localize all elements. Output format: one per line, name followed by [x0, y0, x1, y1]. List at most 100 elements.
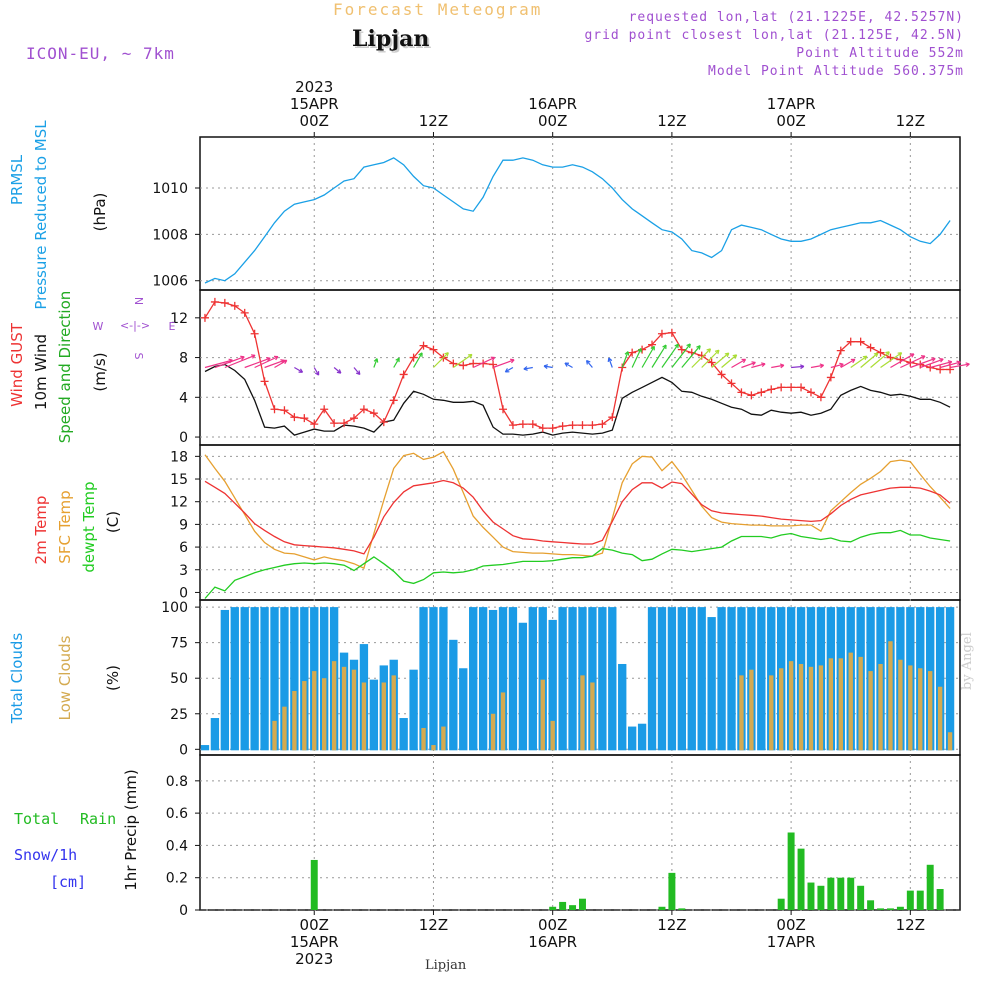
total-cloud-bar — [528, 607, 537, 751]
gust-marker — [518, 420, 527, 429]
rain-bar — [877, 908, 884, 910]
time-label-bottom: 12Z — [657, 916, 686, 934]
time-label-bottom: 17APR — [767, 933, 816, 951]
total-cloud-bar — [270, 607, 279, 751]
gust-marker — [926, 363, 935, 372]
wind-direction-arrow — [621, 351, 629, 368]
y-tick-label: 0 — [179, 430, 188, 446]
legend-total: Total — [14, 810, 59, 828]
wind-arrow-head — [931, 357, 936, 362]
gust-marker — [628, 348, 637, 357]
gust-marker — [399, 370, 408, 379]
y-tick-label: 1008 — [152, 227, 188, 243]
gust-marker — [449, 359, 458, 368]
wind-direction-arrow — [880, 352, 902, 368]
requested-coords: requested lon,lat (21.1225E, 42.5257N) — [628, 10, 964, 25]
model-altitude: Model Point Altitude 560.375m — [708, 64, 964, 79]
temp-2m-line — [204, 479, 951, 555]
rain-bar — [668, 872, 676, 910]
wind-direction-arrow — [860, 352, 879, 368]
wind-direction-arrow — [810, 364, 824, 369]
gust-marker — [558, 422, 567, 431]
total-cloud-bar — [210, 718, 220, 751]
low-cloud-bar — [818, 665, 824, 751]
wind-direction-arrow — [204, 359, 233, 369]
gust-marker — [578, 421, 587, 430]
gust-marker — [240, 308, 249, 317]
rain-bar — [549, 906, 557, 910]
wind-arrow-head — [799, 364, 805, 370]
total-cloud-bar — [399, 718, 408, 751]
low-cloud-bar — [878, 663, 883, 751]
legend-snow: Snow/1h — [14, 846, 77, 864]
wind-direction-arrow — [840, 358, 856, 369]
total-cloud-bar — [260, 607, 269, 751]
wind-arrow-head — [819, 363, 824, 369]
gust-marker — [459, 361, 468, 370]
total-cloud-bar — [240, 607, 249, 751]
wind-direction-arrow — [393, 357, 400, 368]
wind-direction-arrow — [608, 357, 613, 368]
temp-2m-label: 2m Temp — [32, 496, 50, 565]
y-tick-label: 1010 — [152, 181, 188, 197]
rain-bar — [867, 900, 875, 910]
wind-arrow-head — [282, 359, 288, 365]
low-cloud-bar — [769, 675, 774, 751]
legend-rain: Rain — [80, 810, 116, 828]
gust-marker — [747, 391, 756, 400]
wind-arrow-head — [706, 348, 712, 353]
wind-arrow-head — [724, 352, 730, 358]
total-cloud-bar — [369, 679, 379, 751]
low-cloud-bar — [908, 665, 913, 751]
wind-arrow-head — [355, 370, 361, 376]
y-tick-label: 0 — [179, 903, 188, 919]
total-cloud-bar — [419, 607, 428, 751]
gust-marker — [320, 405, 329, 414]
wind-arrow-head — [873, 352, 879, 358]
low-cloud-bar — [918, 668, 923, 751]
y-tick-label: 100 — [161, 600, 188, 616]
gust-marker — [349, 414, 358, 423]
rain-bar — [827, 877, 835, 910]
time-label-bottom: 16APR — [528, 933, 577, 951]
low-cloud-bar — [798, 663, 804, 751]
total-cloud-bar — [588, 607, 597, 751]
low-cloud-bar — [331, 661, 337, 751]
low-cloud-bar — [421, 727, 426, 751]
wind-arrow-head — [751, 361, 756, 366]
rain-bar — [310, 859, 318, 910]
wind-direction-arrow — [850, 355, 868, 368]
total-cloud-bar — [429, 607, 438, 751]
rain-bar — [678, 908, 686, 910]
gust-marker — [250, 329, 259, 338]
total-cloud-bar — [220, 609, 230, 751]
rain-bar — [847, 877, 855, 910]
wind-arrow-head — [607, 357, 613, 363]
total-cloud-bar — [935, 607, 945, 751]
total-cloud-bar — [608, 607, 617, 751]
total-cloud-bar — [657, 607, 667, 751]
gust-marker — [310, 420, 319, 429]
total-cloud-bar — [647, 607, 657, 751]
wind-direction-arrow — [214, 356, 245, 369]
wind-arrow-head — [885, 351, 890, 356]
low-cloud-bar — [282, 706, 287, 751]
total-cloud-bar — [707, 617, 716, 751]
wind-direction-arrow — [711, 352, 730, 368]
wind-direction-arrow — [564, 362, 573, 369]
wind-direction-arrow — [900, 355, 926, 369]
wind-direction-arrow — [452, 353, 473, 368]
wind-arrow-head — [240, 355, 245, 361]
total-cloud-bar — [280, 607, 289, 751]
gust-marker — [548, 424, 557, 433]
wind-direction-arrow — [264, 359, 285, 369]
wind-direction-arrow — [830, 363, 844, 369]
gust-marker — [330, 419, 339, 428]
wind-arrow-head — [662, 344, 667, 350]
gust-marker — [618, 363, 627, 372]
pressure-line — [204, 157, 951, 284]
y-tick-label: 0.8 — [166, 774, 188, 790]
y-tick-label: 0 — [179, 585, 188, 601]
wind-unit: (m/s) — [91, 352, 109, 391]
gust-marker — [210, 297, 219, 306]
